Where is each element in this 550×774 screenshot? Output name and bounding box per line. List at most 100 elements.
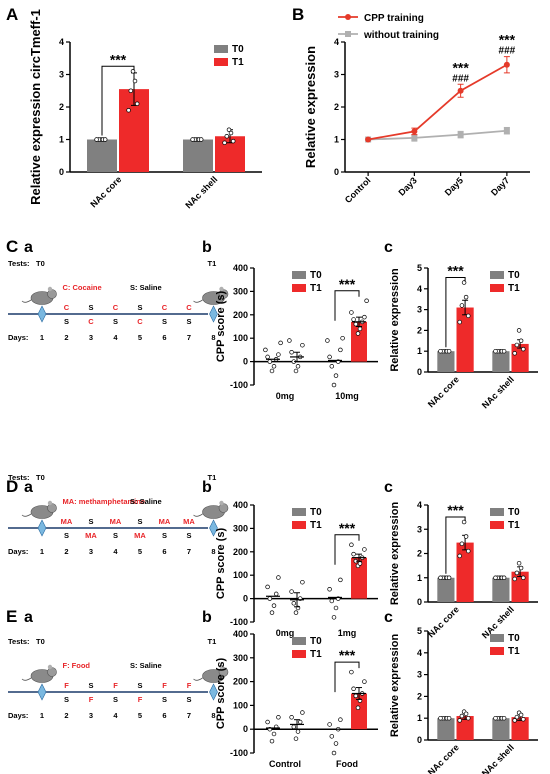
data-point bbox=[457, 319, 462, 325]
schedule-bottom-label: S bbox=[64, 317, 69, 326]
y-axis-label: Relative expression circTmeff-1 bbox=[28, 9, 43, 205]
data-point bbox=[355, 705, 361, 711]
test-t0-label: T0 bbox=[36, 473, 45, 482]
legend-swatch bbox=[490, 647, 504, 655]
sub-letter-Ec: c bbox=[384, 609, 393, 626]
significance-label: *** bbox=[339, 647, 356, 663]
schedule-top-label: F bbox=[187, 681, 192, 690]
day-number-label: 4 bbox=[113, 547, 118, 556]
test-marker-icon bbox=[209, 305, 218, 323]
data-point bbox=[461, 280, 467, 285]
panel-letter-C: C bbox=[6, 237, 18, 256]
data-point bbox=[493, 348, 498, 354]
data-point bbox=[198, 137, 204, 142]
schedule-top-label: F bbox=[113, 681, 118, 690]
y-tick-label: 1 bbox=[334, 135, 339, 145]
data-point bbox=[466, 715, 471, 721]
data-point bbox=[349, 542, 354, 548]
days-label: Days: bbox=[8, 711, 28, 720]
bar-T0-NAc shell bbox=[492, 351, 510, 372]
sub-letter-Dc: c bbox=[384, 479, 393, 496]
significance-label: *** bbox=[447, 502, 464, 518]
day-number-label: 8 bbox=[211, 547, 215, 556]
data-point bbox=[463, 294, 469, 300]
data-point bbox=[128, 88, 134, 93]
hash-label: ### bbox=[499, 46, 516, 57]
day-number-label: 6 bbox=[162, 333, 166, 342]
sub-letter-Eb: b bbox=[202, 609, 212, 626]
data-point bbox=[325, 338, 330, 343]
y-tick-label: 100 bbox=[233, 570, 248, 580]
data-point bbox=[230, 138, 236, 144]
significance-label: *** bbox=[110, 51, 127, 67]
x-tick-label: NAc shell bbox=[480, 742, 516, 774]
chart-Db: -100 0 100 200 300 400 CPP score (s) 0mg 1mg *** T… bbox=[215, 500, 378, 638]
day-number-label: 8 bbox=[211, 711, 215, 720]
mouse-tail-icon bbox=[21, 677, 32, 681]
significance-label: *** bbox=[339, 276, 356, 292]
x-tick-label: 0mg bbox=[276, 628, 295, 638]
schedule-top-label: C bbox=[113, 303, 119, 312]
panel-letter-E: E bbox=[6, 607, 17, 626]
tests-label: Tests: bbox=[8, 259, 30, 268]
schedule-bottom-label: S bbox=[162, 531, 167, 540]
mouse-tail-icon bbox=[193, 299, 203, 303]
y-tick-label: 100 bbox=[233, 333, 248, 343]
data-point bbox=[276, 575, 281, 580]
data-point bbox=[516, 328, 522, 333]
x-tick-label: 10mg bbox=[335, 391, 359, 401]
drug-legend-label: C: Cocaine bbox=[63, 283, 102, 292]
schedule-bottom-label: C bbox=[88, 317, 94, 326]
data-point bbox=[514, 570, 520, 576]
y-tick-label: 100 bbox=[233, 700, 248, 710]
y-axis-label: Relative expression bbox=[389, 268, 401, 372]
significance-bracket bbox=[445, 516, 466, 574]
drug-legend-label: MA: methamphetamine bbox=[63, 497, 146, 506]
bar-T1-Food bbox=[351, 693, 367, 730]
day-number-label: 1 bbox=[40, 333, 44, 342]
y-tick-label: 4 bbox=[334, 37, 339, 47]
sub-letter-Cb: b bbox=[202, 239, 212, 256]
y-tick-label: 0 bbox=[334, 167, 339, 177]
schedule-top-label: F bbox=[64, 681, 69, 690]
chart-Cb: -100 0 100 200 300 400 CPP score (s) 0mg 10mg ***… bbox=[215, 263, 378, 401]
data-point bbox=[269, 738, 275, 744]
y-tick-label: 0 bbox=[243, 594, 248, 604]
legend-swatch bbox=[292, 650, 306, 658]
data-point bbox=[446, 348, 452, 354]
data-point bbox=[333, 605, 339, 611]
legend-label: without training bbox=[363, 30, 439, 41]
data-point bbox=[521, 717, 526, 722]
data-point bbox=[331, 750, 337, 756]
y-tick-label: 5 bbox=[417, 626, 422, 636]
data-point bbox=[466, 548, 471, 554]
data-point bbox=[457, 553, 462, 559]
data-point bbox=[353, 321, 359, 327]
day-number-label: 7 bbox=[187, 333, 191, 342]
y-tick-label: 0 bbox=[417, 367, 422, 377]
data-point bbox=[438, 348, 443, 354]
data-point bbox=[512, 576, 517, 582]
day-number-label: 2 bbox=[64, 547, 68, 556]
significance-bracket bbox=[334, 534, 360, 565]
saline-legend-label: S: Saline bbox=[130, 283, 162, 292]
test-t1-label: T1 bbox=[208, 473, 217, 482]
y-tick-label: 2 bbox=[417, 691, 422, 701]
schedule-bottom-label: F bbox=[138, 695, 143, 704]
data-point bbox=[461, 519, 467, 525]
significance-bracket bbox=[101, 65, 135, 136]
y-tick-label: 400 bbox=[233, 500, 248, 510]
legend-label: T1 bbox=[310, 520, 322, 531]
data-point bbox=[130, 68, 136, 74]
data-point bbox=[446, 575, 452, 580]
data-point bbox=[340, 335, 345, 341]
data-point bbox=[94, 137, 99, 142]
y-tick-label: 200 bbox=[233, 310, 248, 320]
series-point bbox=[411, 128, 418, 135]
schedule-top-label: S bbox=[88, 517, 93, 526]
y-tick-label: 300 bbox=[233, 523, 248, 533]
data-point bbox=[224, 134, 230, 139]
data-point bbox=[357, 561, 363, 566]
